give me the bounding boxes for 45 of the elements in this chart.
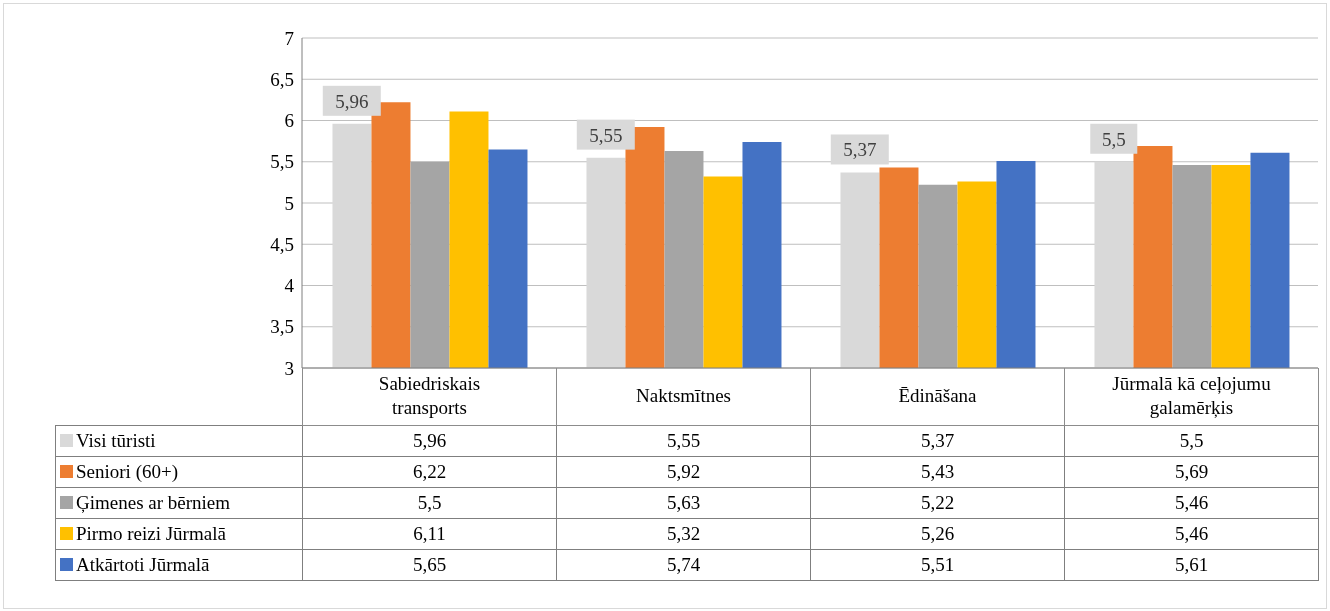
y-tick-label: 6,5: [270, 69, 294, 90]
data-label: 5,43: [810, 456, 1065, 487]
value-tag: 5,5: [1090, 123, 1138, 154]
annotation: 5,55: [589, 124, 623, 146]
x-tick-label: Jūrmalā kā ceļojumu galamērķis: [1064, 368, 1319, 425]
y-tick-label: 7: [284, 27, 294, 49]
data-label: 5,92: [556, 456, 811, 487]
data-label: 5,74: [556, 549, 811, 580]
data-label: 5,55: [556, 425, 811, 456]
data-label: 5,26: [810, 518, 1065, 549]
value-tag: 5,37: [830, 134, 889, 165]
data-label: 5,37: [810, 425, 1065, 456]
value-tag: 5,96: [322, 85, 381, 116]
y-tick-label: 3,5: [270, 316, 294, 338]
data-label: 5,22: [810, 487, 1065, 518]
legend-label: Visi tūristi: [55, 425, 303, 456]
y-tick-label: 4: [284, 275, 295, 297]
data-label: 5,65: [302, 549, 557, 580]
data-label: 5,63: [556, 487, 811, 518]
legend-label: Atkārtoti Jūrmalā: [55, 549, 303, 580]
legend-label: Pirmo reizi Jūrmalā: [55, 518, 303, 549]
annotation: 5,37: [843, 139, 877, 161]
data-label: 5,5: [1064, 425, 1319, 456]
value-tag: 5,55: [576, 119, 635, 150]
x-tick-label: Naktsmītnes: [556, 368, 811, 425]
y-tick-label: 5,5: [270, 151, 294, 173]
y-tick-label: 5: [284, 192, 294, 214]
legend-label: Seniori (60+): [55, 456, 303, 487]
annotation: 5,5: [1101, 128, 1126, 150]
data-label: 6,22: [302, 456, 557, 487]
legend-label: Ģimenes ar bērniem: [55, 487, 303, 518]
data-label: 5,51: [810, 549, 1065, 580]
data-label: 5,61: [1064, 549, 1319, 580]
data-label: 6,11: [302, 518, 557, 549]
data-label: 5,69: [1064, 456, 1319, 487]
data-label: 5,46: [1064, 487, 1319, 518]
annotation: 5,96: [335, 90, 369, 112]
x-tick-label: Ēdināšana: [810, 368, 1065, 425]
data-label: 5,46: [1064, 518, 1319, 549]
data-label: 5,96: [302, 425, 557, 456]
y-tick-label: 6: [284, 110, 294, 132]
y-tick-label: 3: [284, 357, 294, 379]
y-tick-label: 4,5: [270, 233, 294, 255]
data-label: 5,32: [556, 518, 811, 549]
x-tick-label: Sabiedriskais transports: [302, 368, 557, 425]
